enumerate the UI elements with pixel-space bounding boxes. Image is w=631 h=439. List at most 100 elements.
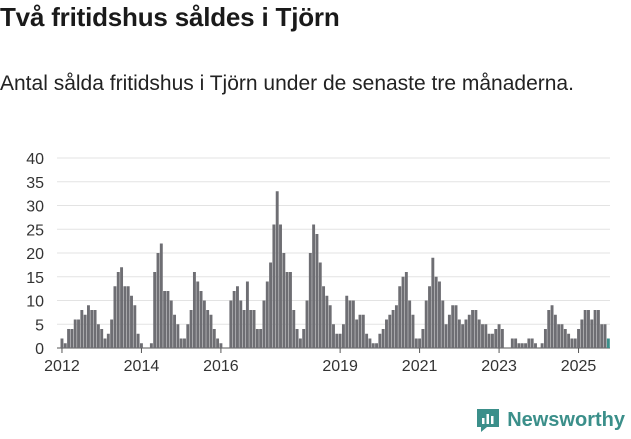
bar (279, 224, 282, 348)
bar (421, 329, 425, 348)
bar (567, 333, 571, 348)
bar (163, 291, 167, 348)
y-tick-label: 0 (35, 341, 44, 358)
bar (490, 333, 494, 348)
bar (189, 310, 193, 348)
bar (583, 310, 587, 348)
bar (70, 329, 74, 348)
bar (120, 267, 124, 348)
chart-title: Två fritidshus såldes i Tjörn (0, 2, 340, 32)
x-tick-label: 2023 (481, 358, 517, 375)
bar (159, 243, 163, 348)
bar (196, 281, 200, 348)
bar (272, 224, 276, 348)
bar (83, 314, 87, 348)
bar (517, 343, 521, 348)
bar (527, 338, 531, 348)
bar (87, 305, 90, 348)
x-tick-label: 2019 (322, 358, 358, 375)
x-tick-label: 2021 (402, 358, 438, 375)
bar (242, 310, 246, 348)
bar (563, 329, 567, 348)
bar (100, 329, 104, 348)
bar (80, 310, 84, 348)
bar (553, 314, 557, 348)
bar (335, 333, 339, 348)
bar (96, 324, 100, 348)
bar (461, 324, 465, 348)
bar (63, 343, 67, 348)
bar (481, 324, 484, 348)
bar (325, 295, 329, 348)
bar (312, 224, 316, 348)
bar (179, 338, 183, 348)
bar (130, 295, 133, 348)
x-tick-label: 2025 (561, 358, 597, 375)
bar (355, 319, 359, 348)
bar (375, 343, 378, 348)
bar (447, 314, 451, 348)
bar (418, 338, 422, 348)
bar (123, 286, 127, 348)
bar (378, 333, 382, 348)
bar (371, 343, 375, 348)
y-tick-label: 10 (26, 294, 44, 311)
bar (259, 329, 263, 348)
bar (126, 286, 130, 348)
bar (385, 319, 388, 348)
bar (166, 291, 170, 348)
bar (368, 338, 372, 348)
bar (381, 329, 385, 348)
bar (269, 262, 273, 348)
y-tick-label: 40 (26, 151, 44, 168)
bar (239, 300, 243, 348)
bar (451, 305, 455, 348)
bar (345, 295, 349, 348)
x-tick-label: 2016 (203, 358, 239, 375)
bar (328, 305, 332, 348)
bar-latest (606, 338, 610, 348)
chart-subtitle: Antal sålda fritidshus i Tjörn under de … (0, 72, 574, 95)
bar (484, 324, 488, 348)
bar (543, 329, 547, 348)
bar (245, 281, 249, 348)
bar (534, 343, 537, 348)
bar (282, 253, 286, 348)
bar (292, 310, 296, 348)
bar (308, 253, 312, 348)
bar (603, 324, 607, 348)
y-tick-label: 5 (35, 317, 44, 334)
bar (361, 314, 365, 348)
bar (90, 310, 94, 348)
bar (93, 310, 97, 348)
bar (573, 338, 577, 348)
bar (351, 300, 355, 348)
bar (471, 310, 475, 348)
bar (262, 300, 266, 348)
bar (464, 319, 468, 348)
bar (560, 324, 564, 348)
bar (341, 324, 345, 348)
bar (457, 319, 461, 348)
bar (600, 324, 604, 348)
bar (113, 286, 117, 348)
bar (510, 338, 514, 348)
bar (590, 319, 594, 348)
bar (232, 291, 236, 348)
bar (255, 329, 259, 348)
bar (477, 319, 481, 348)
bar (149, 343, 153, 348)
bar (438, 281, 441, 348)
bar (236, 286, 239, 348)
bar (322, 286, 326, 348)
bar (431, 257, 435, 348)
bar (136, 333, 140, 348)
bar (497, 324, 501, 348)
bar (391, 310, 395, 348)
latest-value-label: 2 (624, 140, 631, 144)
bar (173, 314, 177, 348)
bar (206, 310, 210, 348)
bar (428, 286, 431, 348)
bar (547, 310, 551, 348)
